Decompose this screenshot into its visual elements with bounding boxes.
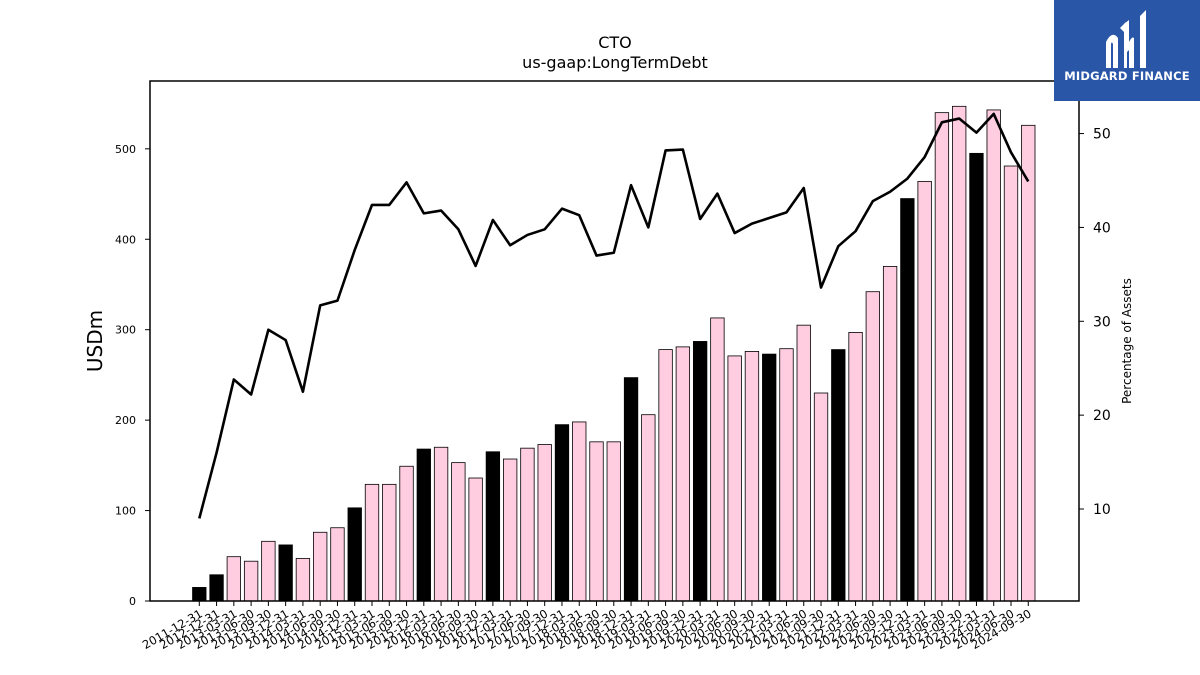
bar-2019-09-30 [675,346,691,602]
bar-2022-03-31 [848,332,863,602]
bar-2014-06-30 [313,531,328,602]
bar-2022-12-31 [900,198,915,602]
bar-2017-03-31 [503,458,518,602]
bar-2016-09-30 [468,477,483,602]
bar-2016-06-30 [451,462,466,602]
bar-2012-12-31 [209,574,224,602]
percentage-of-assets-line [198,112,1030,519]
bar-2018-03-31 [572,421,587,602]
x-axis: 2011-12-312012-12-312013-03-312013-06-30… [140,601,1034,652]
y2-axis: 10 20 30 40 50 [1079,127,1111,518]
bar-2013-03-31 [226,556,241,602]
y-tick-label: 200 [115,414,136,427]
y2-tick-label: 50 [1093,127,1111,143]
y2-tick-label: 10 [1093,502,1111,518]
bar-2017-12-31 [554,424,570,602]
bar-2021-12-31 [831,349,846,602]
bar-2017-09-30 [537,444,552,602]
bar-2013-12-31 [278,544,293,602]
y-tick-label: 300 [115,324,136,337]
bar-2020-09-30 [744,350,760,602]
bar-2013-09-30 [261,540,276,602]
bar-2021-03-31 [779,348,794,602]
line-group [198,112,1030,519]
bar-2014-12-31 [347,507,362,602]
y-axis-label: USDm [83,310,107,372]
bar-2016-03-31 [433,446,449,602]
y-tick-label: 500 [115,143,136,156]
bar-2015-06-30 [382,483,397,602]
midgard-logo-icon [1106,10,1146,68]
bar-2022-06-30 [865,291,880,602]
y-tick-label: 100 [115,505,136,518]
bar-2016-12-31 [485,451,501,602]
bar-2023-06-30 [934,112,950,602]
bar-2015-12-31 [416,448,431,602]
bar-2021-06-30 [796,324,811,602]
bar-2020-03-31 [710,317,725,602]
y-axis: 0 100 200 300 400 500 [115,143,150,608]
bar-2014-09-30 [330,527,345,602]
bar-2018-09-30 [606,441,621,602]
bar-2023-12-31 [969,152,984,602]
bar-2017-06-30 [520,447,535,602]
bar-2019-06-30 [658,349,673,602]
y-tick-label: 0 [129,595,136,608]
bar-2018-06-30 [589,441,604,602]
bar-2024-09-30 [1021,124,1036,602]
chart-title: CTO [598,33,632,52]
chart-subtitle: us-gaap:LongTermDebt [522,53,708,72]
brand-logo: MIDGARD FINANCE [1054,0,1200,101]
y-tick-label: 400 [115,233,136,246]
y2-tick-label: 30 [1093,314,1111,330]
bar-2015-03-31 [364,483,380,602]
bar-2015-09-30 [399,465,414,602]
bar-2013-06-30 [243,560,259,602]
bar-2023-03-31 [917,180,932,602]
bar-2024-06-30 [1003,165,1019,602]
bar-2019-12-31 [692,341,708,602]
bar-2023-09-30 [952,105,967,602]
y2-tick-label: 40 [1093,220,1111,236]
bar-2020-12-31 [762,353,777,602]
bar-2019-03-31 [641,414,656,602]
bar-group [192,105,1036,602]
bar-2018-12-31 [623,377,639,602]
bar-2014-03-31 [295,558,311,602]
y2-tick-label: 20 [1093,408,1111,424]
bar-2022-09-30 [882,265,898,602]
brand-name: MIDGARD FINANCE [1064,69,1190,83]
bar-2021-09-30 [813,392,829,602]
plot-frame [149,80,1080,602]
y2-axis-label: Percentage of Assets [1120,278,1134,404]
bar-2024-03-31 [986,109,1001,602]
bar-2011-12-31 [192,587,207,602]
bar-2020-06-30 [727,355,742,602]
